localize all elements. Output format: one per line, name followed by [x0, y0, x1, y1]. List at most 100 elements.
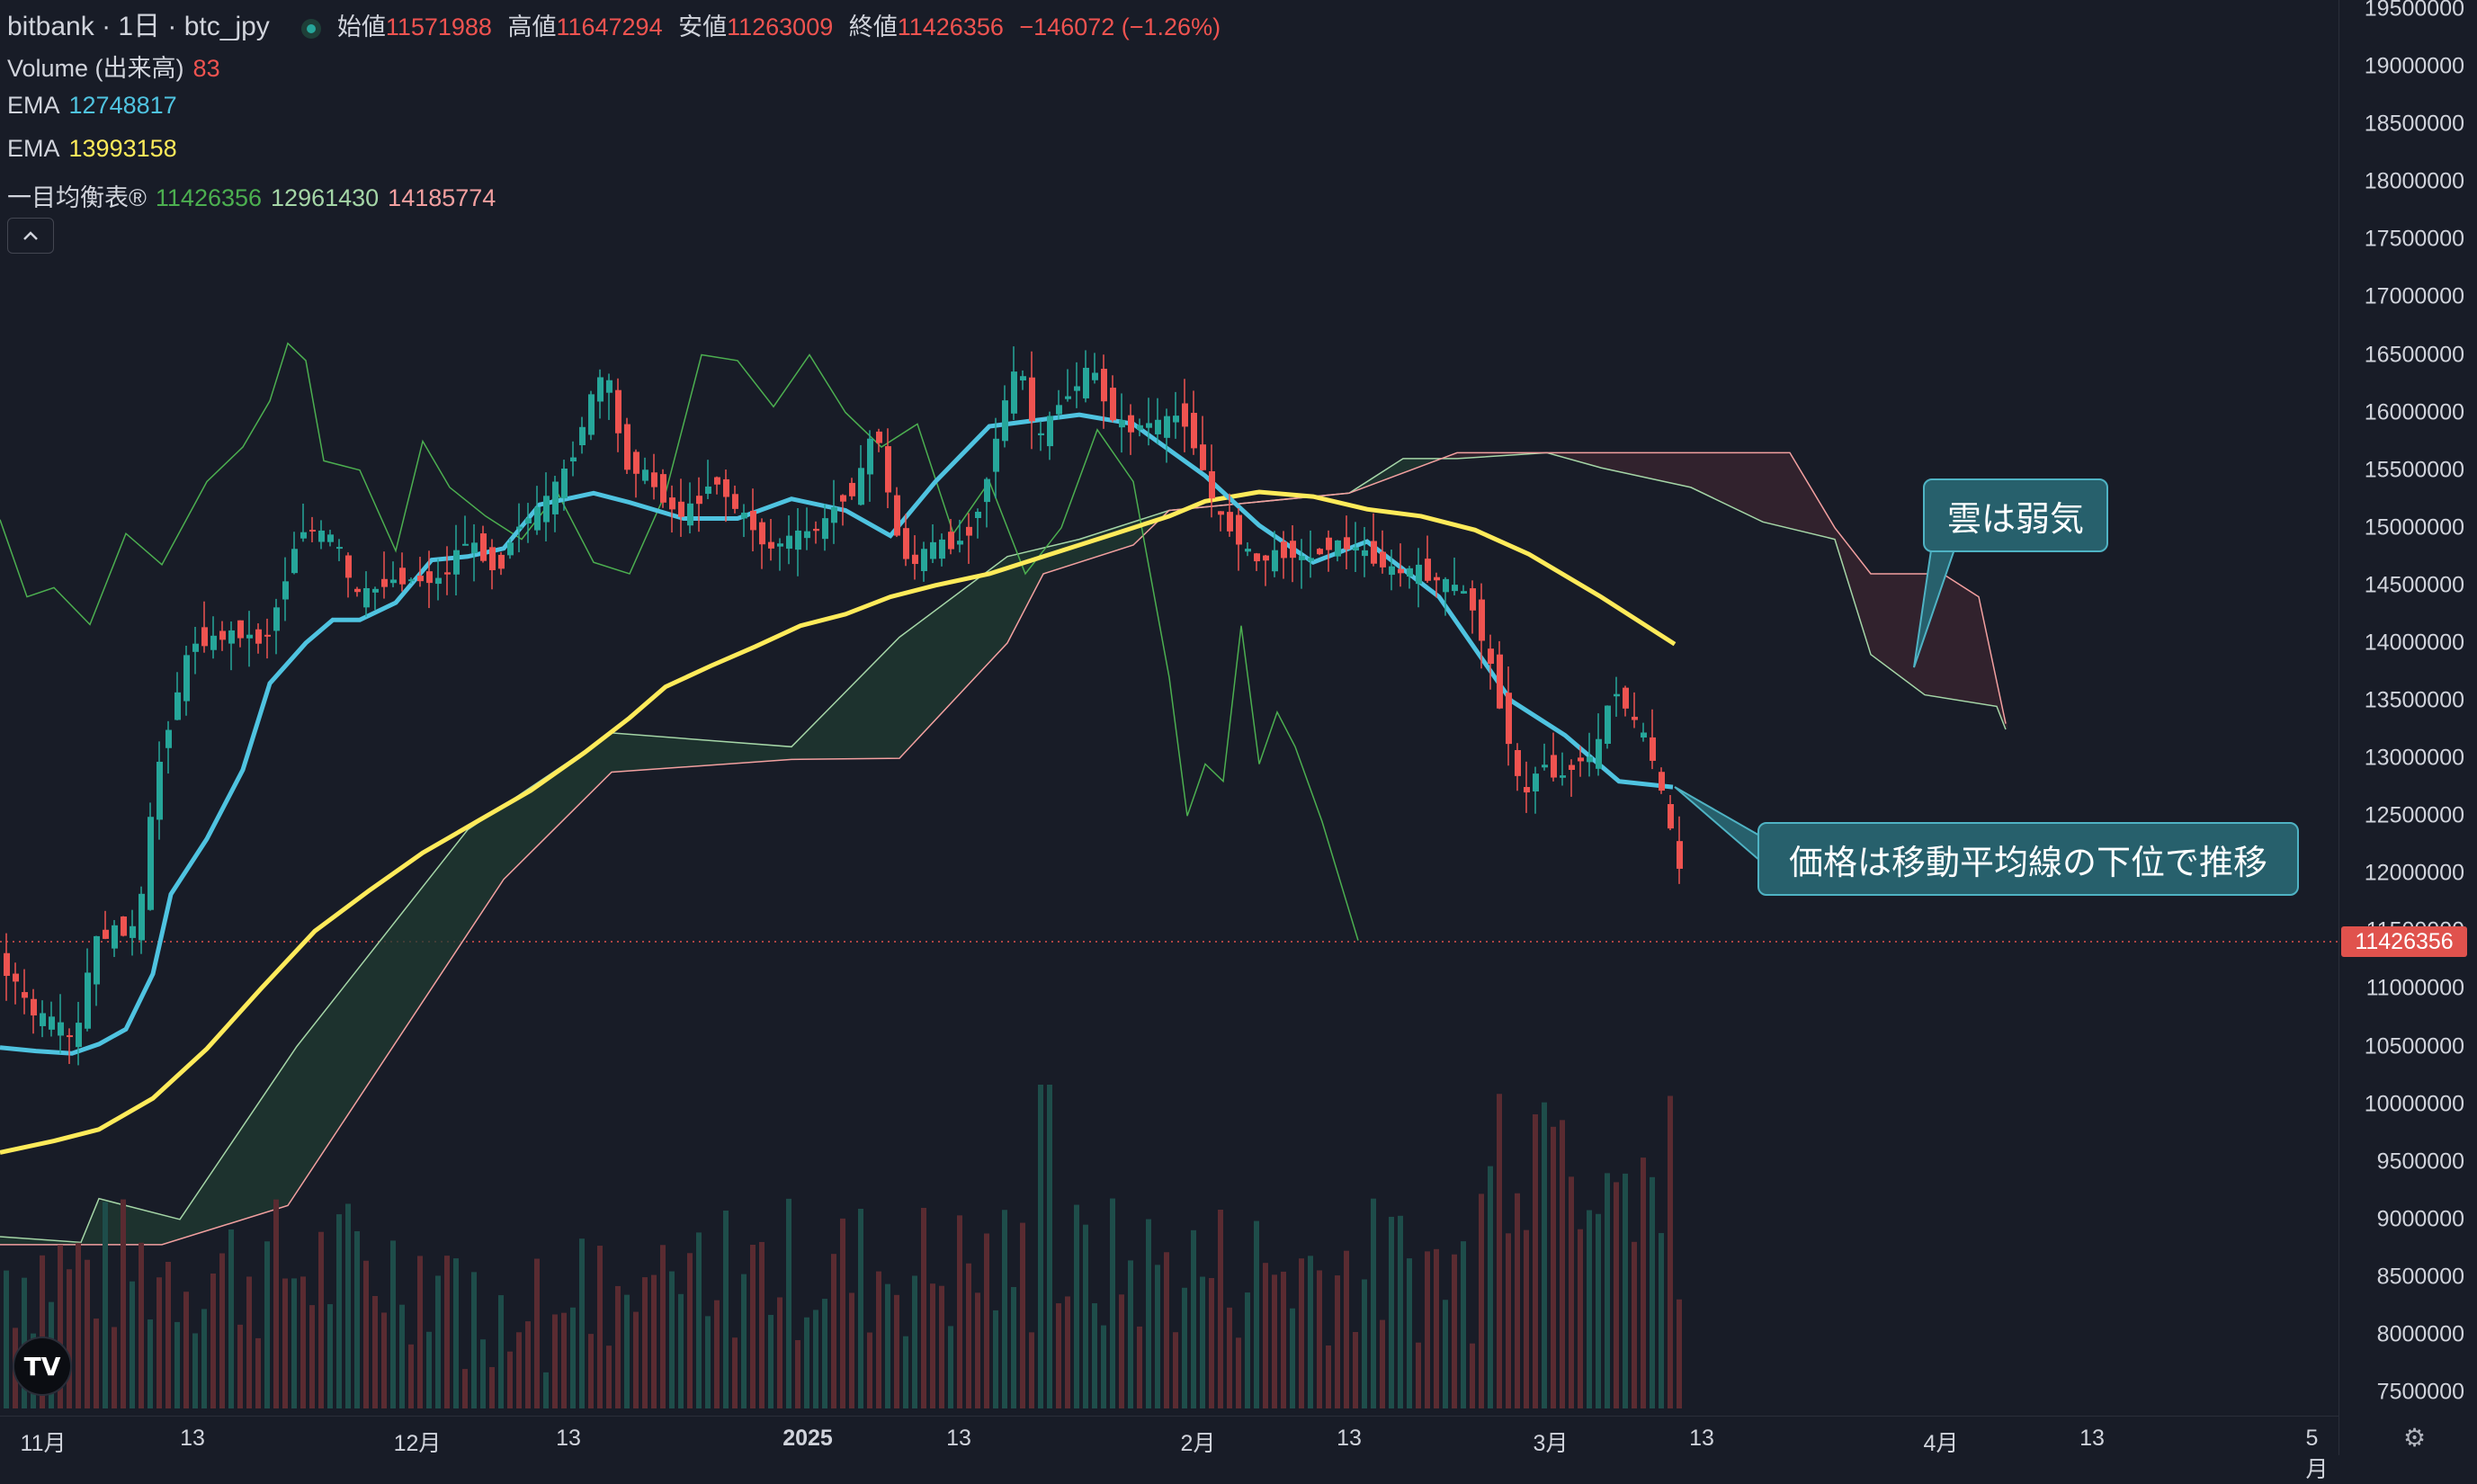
candle-body — [1524, 787, 1530, 793]
cloud-segment — [1743, 452, 1748, 515]
candle-body — [957, 541, 963, 545]
gear-icon[interactable]: ⚙ — [2403, 1424, 2427, 1452]
volume-bar — [1119, 1294, 1124, 1408]
candle-body — [1668, 804, 1674, 829]
price-axis[interactable]: 19500000 19000000 18500000 18000000 17500000… — [2338, 0, 2477, 1455]
ema-slow-legend[interactable]: EMA 13993158 — [7, 135, 186, 163]
close-value: 11426356 — [897, 13, 1004, 40]
candle-body — [615, 389, 621, 434]
volume-bar — [714, 1300, 720, 1408]
volume-bar — [705, 1316, 711, 1408]
price-chart[interactable] — [0, 0, 2338, 1416]
candle-body — [1056, 405, 1062, 415]
volume-bar — [381, 1312, 387, 1408]
candle-body — [1173, 416, 1179, 423]
symbol-title[interactable]: bitbank · 1日 · btc_jpy — [7, 12, 270, 41]
cloud-segment — [486, 814, 491, 907]
volume-bar — [1560, 1120, 1565, 1408]
ema-fast-legend[interactable]: EMA 12748817 — [7, 92, 186, 120]
volume-bar — [525, 1321, 531, 1408]
volume-bar — [1299, 1258, 1304, 1408]
candle-body — [1245, 549, 1251, 552]
volume-bar — [1335, 1275, 1340, 1408]
volume-bar — [255, 1337, 261, 1408]
cloud-segment — [950, 595, 955, 705]
cloud-segment — [313, 1019, 318, 1168]
cloud-segment — [782, 746, 788, 761]
candle-body — [903, 528, 909, 559]
cloud-segment — [1025, 550, 1031, 609]
candle-body — [372, 588, 379, 593]
volume-bar — [1479, 1193, 1484, 1408]
cloud-segment — [210, 1166, 216, 1230]
volume-bar — [40, 1255, 45, 1408]
cloud-segment — [1781, 452, 1786, 528]
volume-legend[interactable]: Volume (出来高) 83 — [7, 49, 229, 84]
candle-body — [1452, 585, 1458, 592]
volume-bar — [156, 1277, 162, 1408]
volume-bar — [1416, 1342, 1421, 1408]
cloud-segment — [988, 567, 993, 665]
ichimoku-legend[interactable]: 一目均衡表® 11426356 12961430 14185774 — [7, 178, 505, 213]
candle-body — [876, 431, 882, 443]
candle-body — [1479, 599, 1485, 641]
cloud-segment — [1900, 574, 1905, 681]
cloud-segment — [545, 773, 550, 838]
volume-bar — [148, 1319, 153, 1408]
cloud-segment — [507, 799, 513, 876]
cloud-segment — [599, 738, 604, 785]
volume-bar — [1263, 1263, 1268, 1408]
candle-body — [1065, 396, 1071, 399]
time-axis[interactable]: 11月 13 12月 13 2025 13 2月 13 3月 13 4月 13 5月 — [0, 1416, 2338, 1482]
cloud-segment — [761, 744, 766, 762]
cloud-segment — [1468, 452, 1473, 459]
volume-bar — [264, 1241, 270, 1408]
cloud-segment — [167, 1216, 173, 1244]
volume-bar — [417, 1256, 423, 1408]
candle-body — [1038, 433, 1044, 435]
price-tick-label: 18000000 — [2364, 168, 2464, 194]
cloud-segment — [1991, 656, 1997, 707]
volume-bar — [1488, 1166, 1493, 1408]
cloud-segment — [1371, 476, 1376, 486]
cloud-segment — [1775, 452, 1781, 527]
collapse-legend-button[interactable] — [7, 218, 54, 254]
volume-bar — [1011, 1287, 1016, 1408]
cloud-segment — [567, 759, 572, 818]
candle-body — [885, 446, 891, 493]
cloud-segment — [1608, 452, 1614, 471]
cloud-segment — [540, 777, 545, 844]
cloud-segment — [146, 1211, 151, 1245]
volume-bar — [1254, 1220, 1259, 1408]
candle-body — [1074, 386, 1080, 391]
cloud-segment — [971, 579, 977, 682]
price-tick-label: 16500000 — [2364, 342, 2464, 367]
price-annotation[interactable]: 価格は移動平均線の下位で推移 — [1757, 822, 2299, 896]
cloud-segment — [362, 957, 367, 1095]
candle-body — [1371, 541, 1377, 564]
volume-bar — [94, 1319, 99, 1408]
candle-body — [174, 692, 181, 720]
price-tick-label: 7500000 — [2376, 1379, 2464, 1405]
cloud-segment — [1662, 452, 1668, 483]
cloud-segment — [863, 668, 869, 759]
volume-bar — [1371, 1198, 1376, 1408]
candle-body — [273, 607, 280, 631]
candle-body — [1092, 372, 1098, 380]
volume-bar — [1092, 1303, 1097, 1408]
cloud-segment — [1657, 452, 1662, 481]
cloud-segment — [448, 847, 453, 964]
cloud-segment — [934, 607, 939, 722]
cloud-annotation[interactable]: 雲は弱気 — [1923, 478, 2108, 552]
volume-bar — [831, 1254, 836, 1408]
volume-bar — [1587, 1210, 1592, 1408]
cloud-segment — [475, 821, 480, 924]
volume-bar — [363, 1260, 369, 1408]
volume-bar — [570, 1307, 576, 1408]
candle-body — [219, 630, 226, 640]
volume-bar — [1002, 1210, 1007, 1408]
tradingview-logo[interactable]: TV — [13, 1336, 72, 1396]
cloud-segment — [162, 1214, 167, 1245]
candle-body — [148, 817, 154, 910]
candle-body — [1344, 537, 1350, 550]
